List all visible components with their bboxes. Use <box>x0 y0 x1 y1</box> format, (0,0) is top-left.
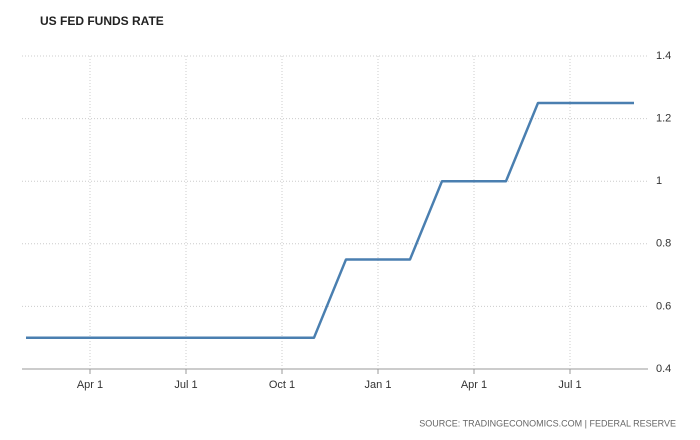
y-tick-label: 0.6 <box>656 300 671 312</box>
x-tick-label: Jul 1 <box>174 379 197 391</box>
y-tick-label: 1.2 <box>656 113 671 125</box>
line-series <box>26 101 634 339</box>
y-tick-label: 1 <box>656 175 662 187</box>
x-tick-label: Apr 1 <box>77 379 103 391</box>
x-tick-label: Apr 1 <box>461 379 487 391</box>
y-tick-label: 1.4 <box>656 50 671 62</box>
y-tick-label: 0.4 <box>656 363 671 375</box>
x-tick-label: Jul 1 <box>558 379 581 391</box>
x-tick-label: Jan 1 <box>365 379 392 391</box>
source-note: SOURCE: TRADINGECONOMICS.COM | FEDERAL R… <box>419 418 676 428</box>
x-tick-label: Oct 1 <box>269 379 295 391</box>
chart-title: US FED FUNDS RATE <box>40 14 164 28</box>
y-tick-label: 0.8 <box>656 238 671 250</box>
